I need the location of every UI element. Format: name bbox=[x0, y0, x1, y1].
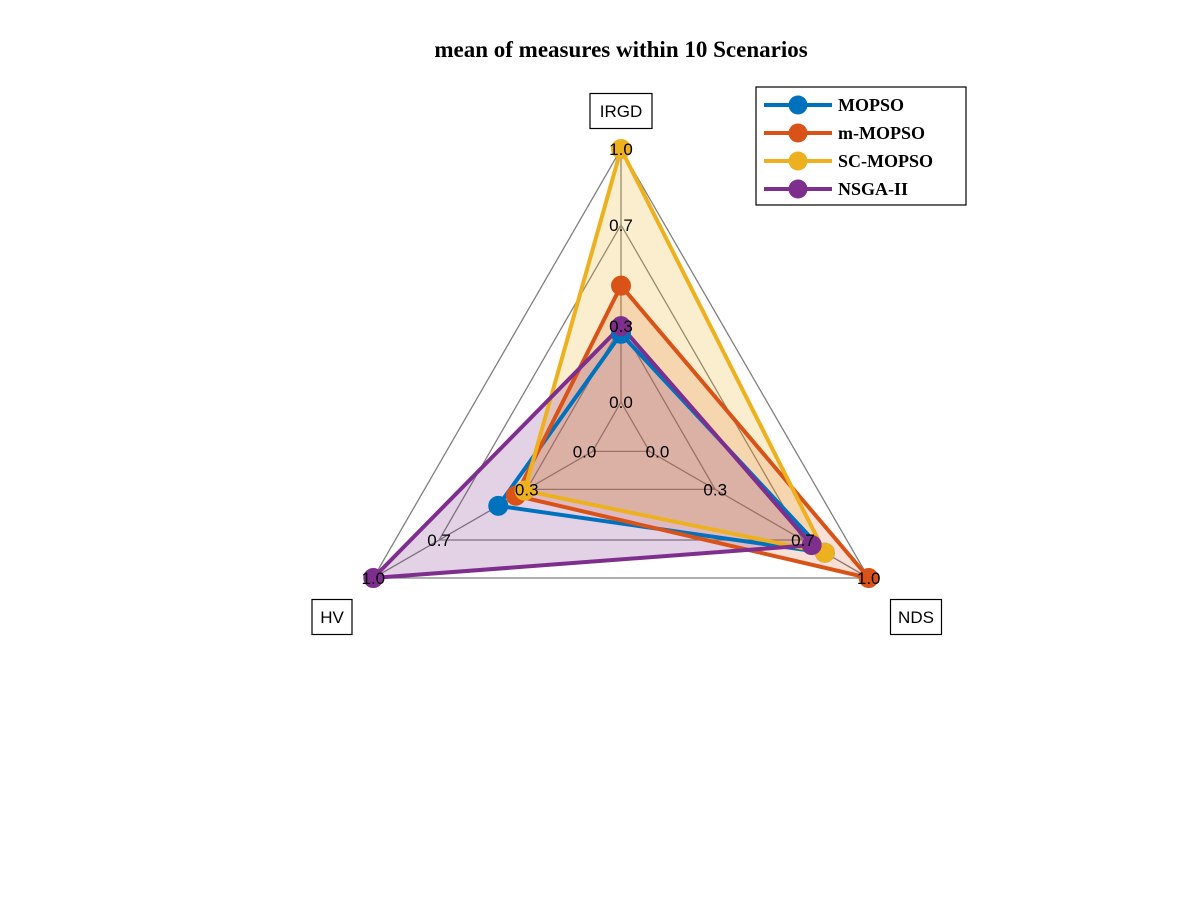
legend[interactable]: MOPSO m-MOPSO SC-MOPSO NSGA-II bbox=[755, 86, 967, 206]
series-line-m-mopso bbox=[512, 282, 875, 582]
grid-ring-1 bbox=[525, 324, 717, 491]
grid-ring-0 bbox=[591, 400, 651, 453]
series-point-sc-mopso-hv bbox=[514, 480, 535, 501]
tick-irgd-3: 1.0 bbox=[609, 140, 633, 159]
tick-hv-0: 0.0 bbox=[573, 442, 597, 461]
series-point-m-mopso-nds bbox=[858, 568, 879, 588]
tick-nds-2: 0.7 bbox=[791, 531, 815, 550]
legend-label-mopso: MOPSO bbox=[838, 95, 904, 115]
tick-nds-3: 1.0 bbox=[857, 569, 881, 588]
axis-label-irgd: IRGD bbox=[600, 102, 643, 121]
tick-irgd-0: 0.0 bbox=[609, 393, 633, 412]
tick-nds-1: 0.3 bbox=[703, 480, 727, 499]
chart-title: mean of measures within 10 Scenarios bbox=[434, 37, 807, 62]
tick-nds-0: 0.0 bbox=[646, 442, 670, 461]
grid-ring-3 bbox=[372, 147, 870, 579]
legend-label-nsga-ii: NSGA-II bbox=[838, 179, 908, 199]
tick-hv-1: 0.3 bbox=[515, 480, 539, 499]
series-point-m-mopso-irgd bbox=[611, 275, 631, 296]
series-lines bbox=[363, 139, 879, 588]
legend-label-sc-mopso: SC-MOPSO bbox=[838, 151, 933, 171]
tick-hv-2: 0.7 bbox=[427, 531, 451, 550]
legend-marker-sc-mopso bbox=[788, 151, 808, 171]
tick-irgd-2: 0.7 bbox=[609, 216, 633, 235]
tick-labels: 0.0 0.0 0.0 0.3 0.3 0.3 0.7 0.7 0.7 1.0 1.0 1.0 bbox=[361, 140, 880, 588]
axis-labels: IRGD NDS HV bbox=[311, 92, 943, 636]
tick-irgd-1: 0.3 bbox=[609, 317, 633, 336]
axis-label-box-hv bbox=[311, 598, 353, 636]
legend-marker-mopso bbox=[788, 95, 808, 115]
tick-hv-3: 1.0 bbox=[361, 569, 385, 588]
axis-label-hv: HV bbox=[320, 608, 344, 627]
legend-label-m-mopso: m-MOPSO bbox=[838, 123, 925, 143]
axis-label-box-nds bbox=[889, 598, 943, 636]
legend-marker-m-mopso bbox=[788, 123, 808, 143]
series-point-nsga-ii-irgd bbox=[611, 316, 631, 337]
series-point-nsga-ii-nds bbox=[801, 535, 822, 556]
series-point-sc-mopso-irgd bbox=[611, 139, 631, 159]
axis-label-box-irgd bbox=[589, 92, 653, 130]
series-line-sc-mopso bbox=[522, 143, 829, 556]
series-fill-nsga-ii bbox=[373, 326, 812, 578]
grid-spoke-2 bbox=[372, 450, 593, 579]
axis-label-nds: NDS bbox=[898, 608, 934, 627]
series-point-mopso-hv bbox=[488, 495, 509, 516]
legend-marker-nsga-ii bbox=[788, 179, 808, 199]
series-line-nsga-ii bbox=[368, 323, 816, 581]
grid-ring-2 bbox=[437, 223, 805, 541]
series-point-nsga-ii-hv bbox=[363, 568, 384, 588]
